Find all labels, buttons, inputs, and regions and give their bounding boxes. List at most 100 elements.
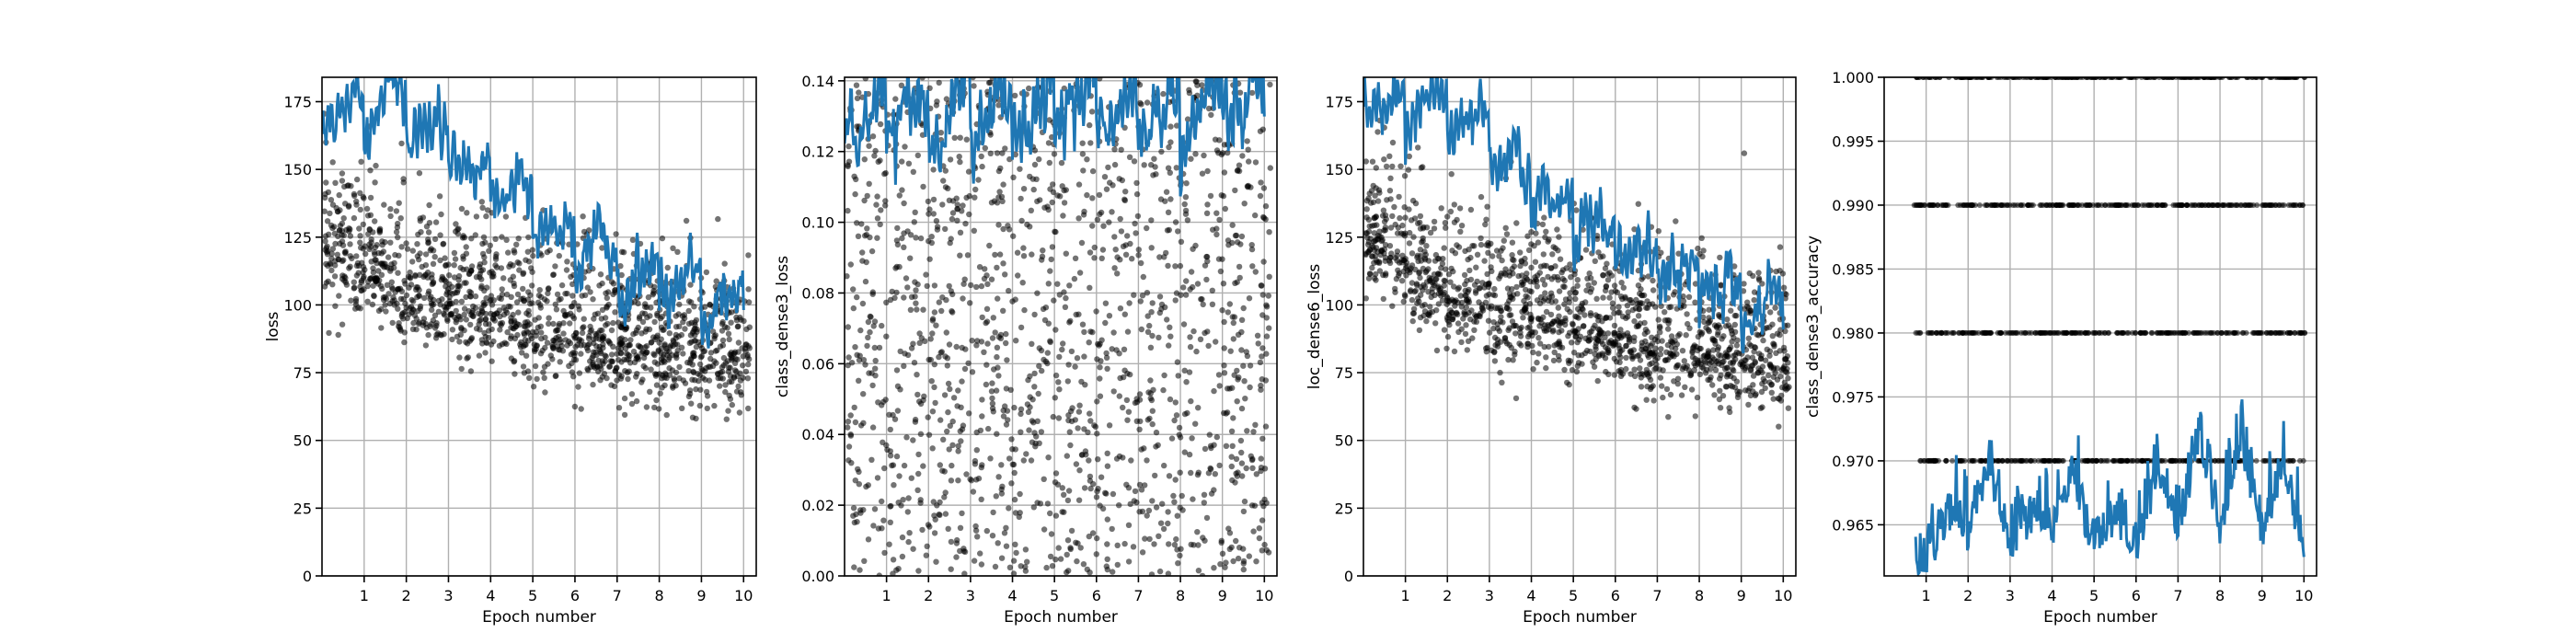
scatter-point: [651, 359, 658, 365]
y-tick-label: 125: [1325, 229, 1353, 247]
scatter-point: [388, 261, 395, 268]
scatter-point: [1238, 460, 1246, 466]
scatter-point: [336, 191, 342, 199]
scatter-point: [1165, 570, 1172, 576]
scatter-point: [719, 337, 727, 344]
scatter-point: [451, 262, 457, 269]
scatter-point: [1722, 323, 1730, 329]
scatter-point: [1267, 81, 1273, 88]
scatter-point: [1038, 347, 1045, 354]
scatter-point: [1413, 281, 1420, 287]
scatter-point: [1014, 249, 1021, 256]
scatter-point: [463, 250, 470, 257]
scatter-point: [1247, 384, 1253, 391]
scatter-point: [678, 344, 685, 351]
scatter-point: [899, 534, 906, 541]
scatter-point: [1126, 154, 1133, 160]
scatter-point: [1554, 226, 1560, 233]
scatter-point: [1252, 212, 1259, 219]
scatter-point: [1543, 308, 1550, 316]
scatter-point: [1034, 198, 1041, 205]
scatter-point: [1593, 295, 1600, 302]
scatter-point: [1003, 524, 1009, 531]
scatter-point: [1376, 233, 1383, 239]
scatter-point: [881, 549, 888, 557]
scatter-point: [1189, 435, 1195, 442]
scatter-point: [1242, 396, 1248, 402]
scatter-point: [1673, 218, 1679, 224]
scatter-point: [919, 77, 926, 81]
scatter-point: [1509, 318, 1516, 325]
scatter-point: [859, 300, 867, 307]
scatter-point: [978, 153, 984, 160]
scatter-point: [1474, 251, 1481, 258]
scatter-point: [865, 318, 872, 326]
scatter-point: [590, 296, 596, 303]
scatter-point: [1469, 335, 1476, 341]
scatter-point: [335, 256, 341, 263]
scatter-point: [333, 204, 339, 212]
scatter-point: [696, 361, 704, 368]
scatter-point: [1081, 328, 1087, 336]
scatter-point: [1175, 228, 1181, 235]
scatter-point: [1656, 366, 1663, 373]
scatter-point: [1467, 276, 1475, 283]
scatter-point: [999, 150, 1006, 156]
scatter-point: [1464, 297, 1470, 304]
scatter-point: [1004, 408, 1011, 414]
scatter-point: [1235, 555, 1242, 562]
scatter-point: [1118, 146, 1124, 153]
scatter-point: [1700, 353, 1707, 360]
scatter-point: [1183, 180, 1190, 187]
scatter-point: [2031, 457, 2038, 464]
scatter-point: [1195, 542, 1202, 548]
scatter-point: [895, 566, 902, 572]
scatter-point: [915, 451, 922, 458]
scatter-point: [1396, 272, 1402, 279]
scatter-point: [1374, 129, 1381, 135]
scatter-point: [725, 330, 732, 337]
scatter-point: [1777, 397, 1785, 404]
scatter-point: [596, 336, 603, 342]
scatter-point: [1649, 349, 1656, 356]
scatter-point: [467, 368, 475, 374]
scatter-point: [375, 268, 382, 274]
scatter-point: [1395, 267, 1401, 273]
y-axis: 0.000.020.040.060.080.100.120.14: [801, 73, 845, 585]
scatter-point: [1575, 315, 1582, 321]
scatter-point: [881, 465, 888, 472]
scatter-point: [1703, 325, 1709, 331]
scatter-point: [1086, 533, 1093, 540]
scatter-point: [1133, 418, 1141, 424]
scatter-point: [948, 538, 955, 546]
scatter-point: [853, 82, 860, 88]
scatter-point: [639, 376, 646, 383]
scatter-point: [1046, 159, 1053, 167]
scatter-point: [1535, 351, 1542, 357]
scatter-point: [1060, 213, 1066, 219]
scatter-point: [1194, 529, 1201, 535]
scatter-point: [899, 553, 906, 560]
scatter-point: [919, 526, 926, 534]
scatter-point: [1692, 413, 1699, 420]
scatter-point: [635, 356, 642, 362]
scatter-point: [1547, 311, 1555, 318]
scatter-point: [530, 252, 536, 259]
scatter-point: [926, 237, 932, 245]
scatter-point: [1602, 334, 1608, 340]
scatter-point: [1205, 342, 1212, 350]
scatter-point: [1605, 347, 1612, 354]
scatter-point: [385, 291, 392, 297]
scatter-point: [578, 406, 584, 412]
scatter-point: [2059, 457, 2065, 464]
scatter-point: [1165, 165, 1172, 171]
scatter-point: [1492, 342, 1499, 349]
scatter-point: [933, 218, 940, 224]
scatter-point: [388, 279, 395, 285]
scatter-point: [1188, 155, 1194, 162]
scatter-point: [903, 434, 910, 441]
scatter-point: [351, 279, 357, 285]
scatter-point: [1009, 446, 1016, 453]
scatter-point: [1373, 165, 1380, 171]
scatter-point: [1177, 552, 1183, 558]
